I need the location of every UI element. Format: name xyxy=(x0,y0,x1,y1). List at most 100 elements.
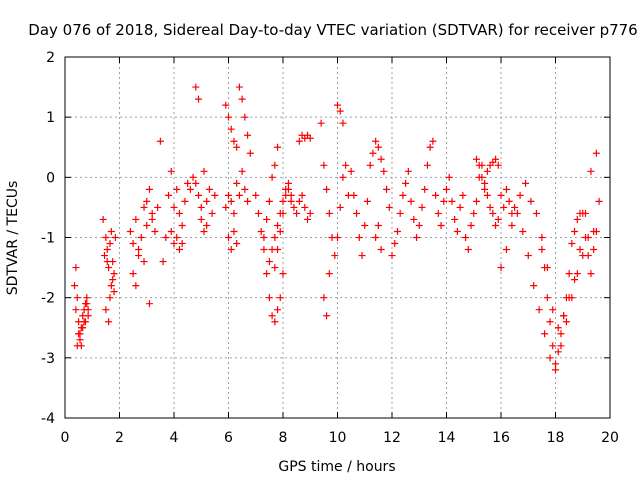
x-tick-label: 14 xyxy=(438,430,456,446)
data-point xyxy=(175,246,183,254)
data-point xyxy=(200,227,208,235)
data-point xyxy=(268,173,276,181)
data-point xyxy=(462,234,470,241)
data-point xyxy=(552,360,559,368)
data-point xyxy=(481,179,489,187)
data-point xyxy=(470,209,478,217)
data-point xyxy=(271,318,279,326)
data-point xyxy=(587,167,595,175)
data-point xyxy=(497,264,505,272)
data-point xyxy=(467,221,475,229)
data-point xyxy=(306,134,314,142)
data-point xyxy=(260,246,268,254)
data-point xyxy=(80,318,88,326)
data-point xyxy=(105,318,113,326)
data-point xyxy=(106,240,114,248)
data-point xyxy=(244,131,252,139)
data-point xyxy=(137,234,145,241)
data-point xyxy=(472,197,480,205)
data-point xyxy=(538,246,546,254)
data-point xyxy=(502,246,510,254)
data-point xyxy=(72,264,80,272)
data-point xyxy=(195,191,203,199)
data-point xyxy=(103,246,111,254)
x-tick-label: 18 xyxy=(547,430,565,446)
data-point xyxy=(203,197,211,205)
data-point xyxy=(192,179,200,187)
data-point xyxy=(475,161,483,169)
data-point xyxy=(374,143,382,151)
axis-ticks xyxy=(64,56,611,419)
data-point xyxy=(543,294,551,302)
data-point xyxy=(279,197,287,205)
data-point xyxy=(233,179,241,187)
data-point xyxy=(492,221,500,229)
data-point xyxy=(181,197,189,205)
y-axis-label: SDTVAR / TECUs xyxy=(5,181,21,296)
data-point xyxy=(227,197,235,205)
data-point xyxy=(265,294,273,302)
data-point xyxy=(170,203,178,211)
data-point xyxy=(263,215,271,223)
data-point xyxy=(500,203,508,211)
x-tick-label: 0 xyxy=(61,430,70,446)
data-point xyxy=(483,191,491,199)
data-point xyxy=(393,227,401,235)
data-point xyxy=(432,191,440,199)
data-point xyxy=(366,161,374,169)
data-point xyxy=(290,203,298,211)
data-point xyxy=(323,185,331,193)
data-point xyxy=(203,221,211,229)
data-point xyxy=(336,203,344,211)
data-point xyxy=(260,234,268,241)
data-point xyxy=(73,294,81,302)
data-point xyxy=(557,330,565,338)
data-point xyxy=(505,197,513,205)
data-point xyxy=(486,203,494,211)
data-point xyxy=(377,246,385,254)
data-point xyxy=(276,294,284,302)
data-point xyxy=(568,240,576,248)
data-point xyxy=(135,246,143,254)
x-axis-label: GPS time / hours xyxy=(278,459,395,475)
data-point xyxy=(385,203,393,211)
data-point xyxy=(483,167,491,175)
data-point xyxy=(271,234,279,241)
x-tick-labels: 0 2 4 6 8 10 12 14 16 18 20 xyxy=(61,430,619,446)
data-point xyxy=(205,185,213,193)
data-point xyxy=(271,161,279,169)
data-point xyxy=(546,354,554,362)
data-point xyxy=(295,137,303,145)
data-point xyxy=(282,185,290,193)
data-point xyxy=(301,203,309,211)
data-point xyxy=(304,215,312,223)
y-tick-label: -4 xyxy=(41,411,55,427)
data-point xyxy=(77,342,85,350)
data-point xyxy=(173,234,181,241)
data-point xyxy=(103,258,111,266)
data-point xyxy=(459,191,467,199)
data-point xyxy=(145,300,153,308)
data-point xyxy=(132,282,140,290)
data-point xyxy=(369,149,377,157)
data-point xyxy=(192,83,200,91)
data-point xyxy=(79,324,87,332)
data-point xyxy=(254,209,262,217)
data-point xyxy=(317,119,325,127)
x-tick-label: 12 xyxy=(383,430,401,446)
data-point xyxy=(257,227,265,235)
data-point xyxy=(235,191,243,199)
data-point xyxy=(407,197,415,205)
data-point xyxy=(276,227,284,235)
data-point xyxy=(167,167,175,175)
data-point xyxy=(361,221,369,229)
data-point xyxy=(581,234,589,241)
data-point xyxy=(126,227,134,235)
data-point xyxy=(554,348,562,356)
y-tick-label: -3 xyxy=(41,351,55,367)
data-point xyxy=(276,209,284,217)
data-point xyxy=(184,179,192,187)
data-point xyxy=(492,155,500,163)
data-point xyxy=(233,240,241,248)
